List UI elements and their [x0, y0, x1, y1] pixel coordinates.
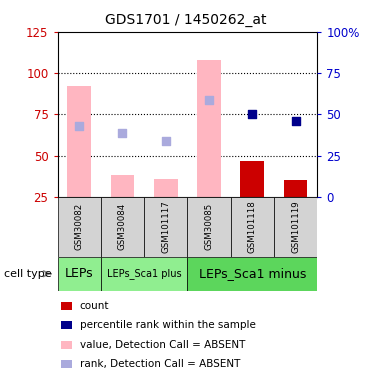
Bar [58, 197, 101, 257]
Point [163, 138, 169, 144]
Text: cell type: cell type [4, 269, 51, 279]
Text: GSM101118: GSM101118 [248, 201, 257, 253]
Text: value, Detection Call = ABSENT: value, Detection Call = ABSENT [80, 340, 245, 350]
Bar [187, 257, 317, 291]
Bar [144, 197, 187, 257]
Bar [197, 60, 221, 197]
Point [249, 111, 255, 117]
Bar [111, 176, 134, 197]
Text: LEPs: LEPs [65, 267, 93, 280]
Bar [187, 197, 231, 257]
Text: GSM101119: GSM101119 [291, 201, 300, 253]
Bar [240, 160, 264, 197]
Bar [284, 180, 308, 197]
Text: count: count [80, 301, 109, 310]
Point [119, 129, 125, 135]
Text: GDS1701 / 1450262_at: GDS1701 / 1450262_at [105, 13, 266, 27]
Bar [154, 179, 178, 197]
Bar [67, 86, 91, 197]
Bar [101, 257, 187, 291]
Text: GSM30085: GSM30085 [204, 203, 213, 250]
Bar [101, 197, 144, 257]
Point [76, 123, 82, 129]
Text: percentile rank within the sample: percentile rank within the sample [80, 320, 256, 330]
Text: GSM101117: GSM101117 [161, 201, 170, 253]
Bar [58, 257, 101, 291]
Point [206, 96, 212, 102]
Bar [274, 197, 317, 257]
Text: LEPs_Sca1 minus: LEPs_Sca1 minus [198, 267, 306, 280]
Bar [231, 197, 274, 257]
Text: LEPs_Sca1 plus: LEPs_Sca1 plus [107, 268, 181, 279]
Text: rank, Detection Call = ABSENT: rank, Detection Call = ABSENT [80, 359, 240, 369]
Text: GSM30082: GSM30082 [75, 203, 83, 250]
Text: GSM30084: GSM30084 [118, 203, 127, 250]
Point [293, 118, 299, 124]
